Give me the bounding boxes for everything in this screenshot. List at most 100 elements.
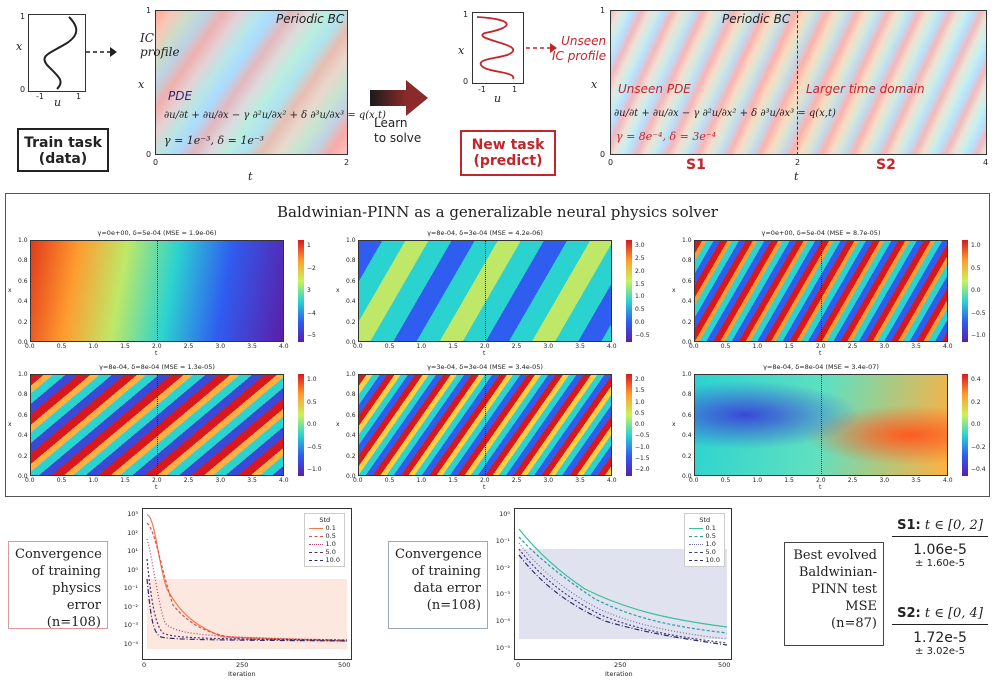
log-ytick: 10⁰ [127,565,138,574]
mini-xtick: 0.0 [689,477,699,484]
mini-heatmap-divider [821,374,822,476]
colorbar-tick: −4 [307,309,316,317]
colorbar-tick: 0.0 [307,421,317,428]
mini-colorbar [626,374,632,476]
physics-error-label: Convergence of training physics error (n=10… [8,541,108,630]
mini-ytick: 0.0 [18,339,28,346]
colorbar-tick: −2.0 [635,466,650,473]
mini-ytick: 0.8 [682,257,692,265]
colorbar-tick: −1.0 [307,466,322,473]
mini-xtick: 1.5 [448,477,458,484]
mini-xlabel: t [483,484,486,491]
colorbar-tick: 0.0 [971,421,981,428]
mini-xtick: 0.5 [720,343,731,350]
mini-xtick: 1.5 [448,343,458,350]
mini-xtick: 3.0 [215,477,226,484]
predict-xlabel: t [794,170,799,183]
s2-std: ± 3.02e-5 [915,646,965,657]
mini-ylabel: x [8,421,12,428]
mini-ytick: 0.4 [682,298,692,306]
colorbar-tick: 0.0 [971,287,981,294]
colorbar-tick: −0.5 [971,309,986,317]
new-ic-ytick1: 1 [463,10,469,19]
colorbar-tick: 3.0 [635,242,645,249]
mini-xtick: 2.5 [511,477,522,484]
predict-periodic-bc: Periodic BC [722,12,791,26]
mini-xtick: 0.5 [384,343,395,350]
mini-xtick: 4.0 [607,343,617,350]
mini-ytick: 0.0 [346,339,356,346]
mini-xtick: 4.0 [943,343,953,350]
best-mse-label: Best evolved Baldwinian- PINN test MSE (n=87… [784,542,884,646]
predict-xtick4: 4 [983,158,989,167]
colorbar-tick: 3 [307,287,311,294]
mini-xlabel: t [155,484,158,491]
new-ic-xtick-neg: -1 [478,85,486,94]
mini-ytick: 0.2 [346,318,356,326]
mini-xtick: 3.5 [575,477,585,484]
mini-ytick: 0.6 [346,277,356,285]
colorbar-tick: −1.0 [635,443,650,451]
mini-ytick: 0.8 [346,257,356,265]
train-xtick2: 2 [344,158,350,167]
new-task-subtitle: (predict) [473,153,543,169]
mini-ytick: 0.2 [346,452,356,460]
mini-xlabel: t [819,350,822,357]
mini-xtick: 0.0 [353,343,363,350]
mini-ytick: 0.6 [18,411,28,419]
larger-time-label: Larger time domain [806,82,925,96]
train-heatmap-xlabel: t [248,170,253,183]
log-ytick: 10⁻³ [123,621,138,630]
mini-xtick: 0.0 [353,477,363,484]
ic-xtick-neg: -1 [36,92,44,101]
predict-params: γ = 8e⁻⁴, δ = 3e⁻⁴ [616,130,717,143]
mini-xtick: 2.5 [847,477,858,484]
colorbar-tick: −2 [307,264,316,272]
mini-heatmap-title: γ=8e-04, δ=8e-04 (MSE = 3.4e-07) [763,363,879,371]
data-yticks: 10⁰ 10⁻¹ 10⁻² 10⁻³ 10⁻⁴ 10⁻⁵ [488,508,512,660]
train-task-title: Train task [24,135,102,151]
mini-ytick: 0.6 [682,277,692,285]
colorbar-tick: 1.0 [307,376,317,383]
s1-std: ± 1.60e-5 [915,558,965,569]
mini-ylabel: x [336,287,340,294]
physics-yticks: 10³ 10² 10¹ 10⁰ 10⁻¹ 10⁻² 10⁻³ 10⁻⁴ [116,508,140,660]
unseen-pde-label: Unseen PDE [618,82,691,96]
ic-xtick-pos: 1 [76,92,82,101]
mini-xlabel: t [155,350,158,357]
log-ytick: 10⁻² [495,563,510,572]
unseen-ic-label: Unseen IC profile [552,34,607,63]
mini-ytick: 0.0 [682,473,692,480]
mini-heatmap-divider [485,240,486,342]
mini-xtick: 0.5 [384,477,395,484]
train-periodic-bc: Periodic BC [276,12,345,26]
colorbar-tick: −1.0 [971,332,986,339]
log-ytick: 10⁻⁴ [495,617,510,626]
predict-equation: ∂u/∂t + ∂u/∂x − γ ∂²u/∂x² + δ ∂³u/∂x³ = … [614,108,836,119]
physics-error-chart: Std 0.1 0.5 1.0 5.0 10.0 [142,508,352,660]
dash-arrow-icon [86,47,117,57]
mini-ytick: 0.8 [682,391,692,399]
train-task-box: Train task (data) [17,128,109,172]
ic-ytick1: 1 [20,12,26,21]
colorbar-tick: 0.5 [635,409,645,417]
mini-ytick: 0.8 [18,257,28,265]
mini-ytick: 0.2 [682,452,692,460]
mini-heatmap-title: γ=8e-04, δ=3e-04 (MSE = 4.2e-06) [427,229,543,237]
mini-xtick: 2.0 [816,477,826,484]
mini-heatmap-title: γ=0e+00, δ=5e-04 (MSE = 1.9e-06) [97,229,217,237]
mini-heatmap-divider [157,240,158,342]
log-ytick: 10³ [127,510,138,518]
mini-xtick: 0.5 [56,477,67,484]
mini-xtick: 3.5 [911,343,921,350]
mini-xlabel: t [819,484,822,491]
new-ic-xtick-pos: 1 [512,85,518,94]
mini-ytick: 0.4 [18,432,28,440]
colorbar-tick: −0.5 [635,432,650,440]
mini-ytick: 1.0 [346,371,356,378]
mini-xtick: 1.0 [88,343,99,350]
mini-xtick: 1.0 [416,477,427,484]
s2-label: S2 [876,157,896,173]
mini-ytick: 1.0 [682,371,692,378]
new-task-box: New task (predict) [460,130,556,176]
